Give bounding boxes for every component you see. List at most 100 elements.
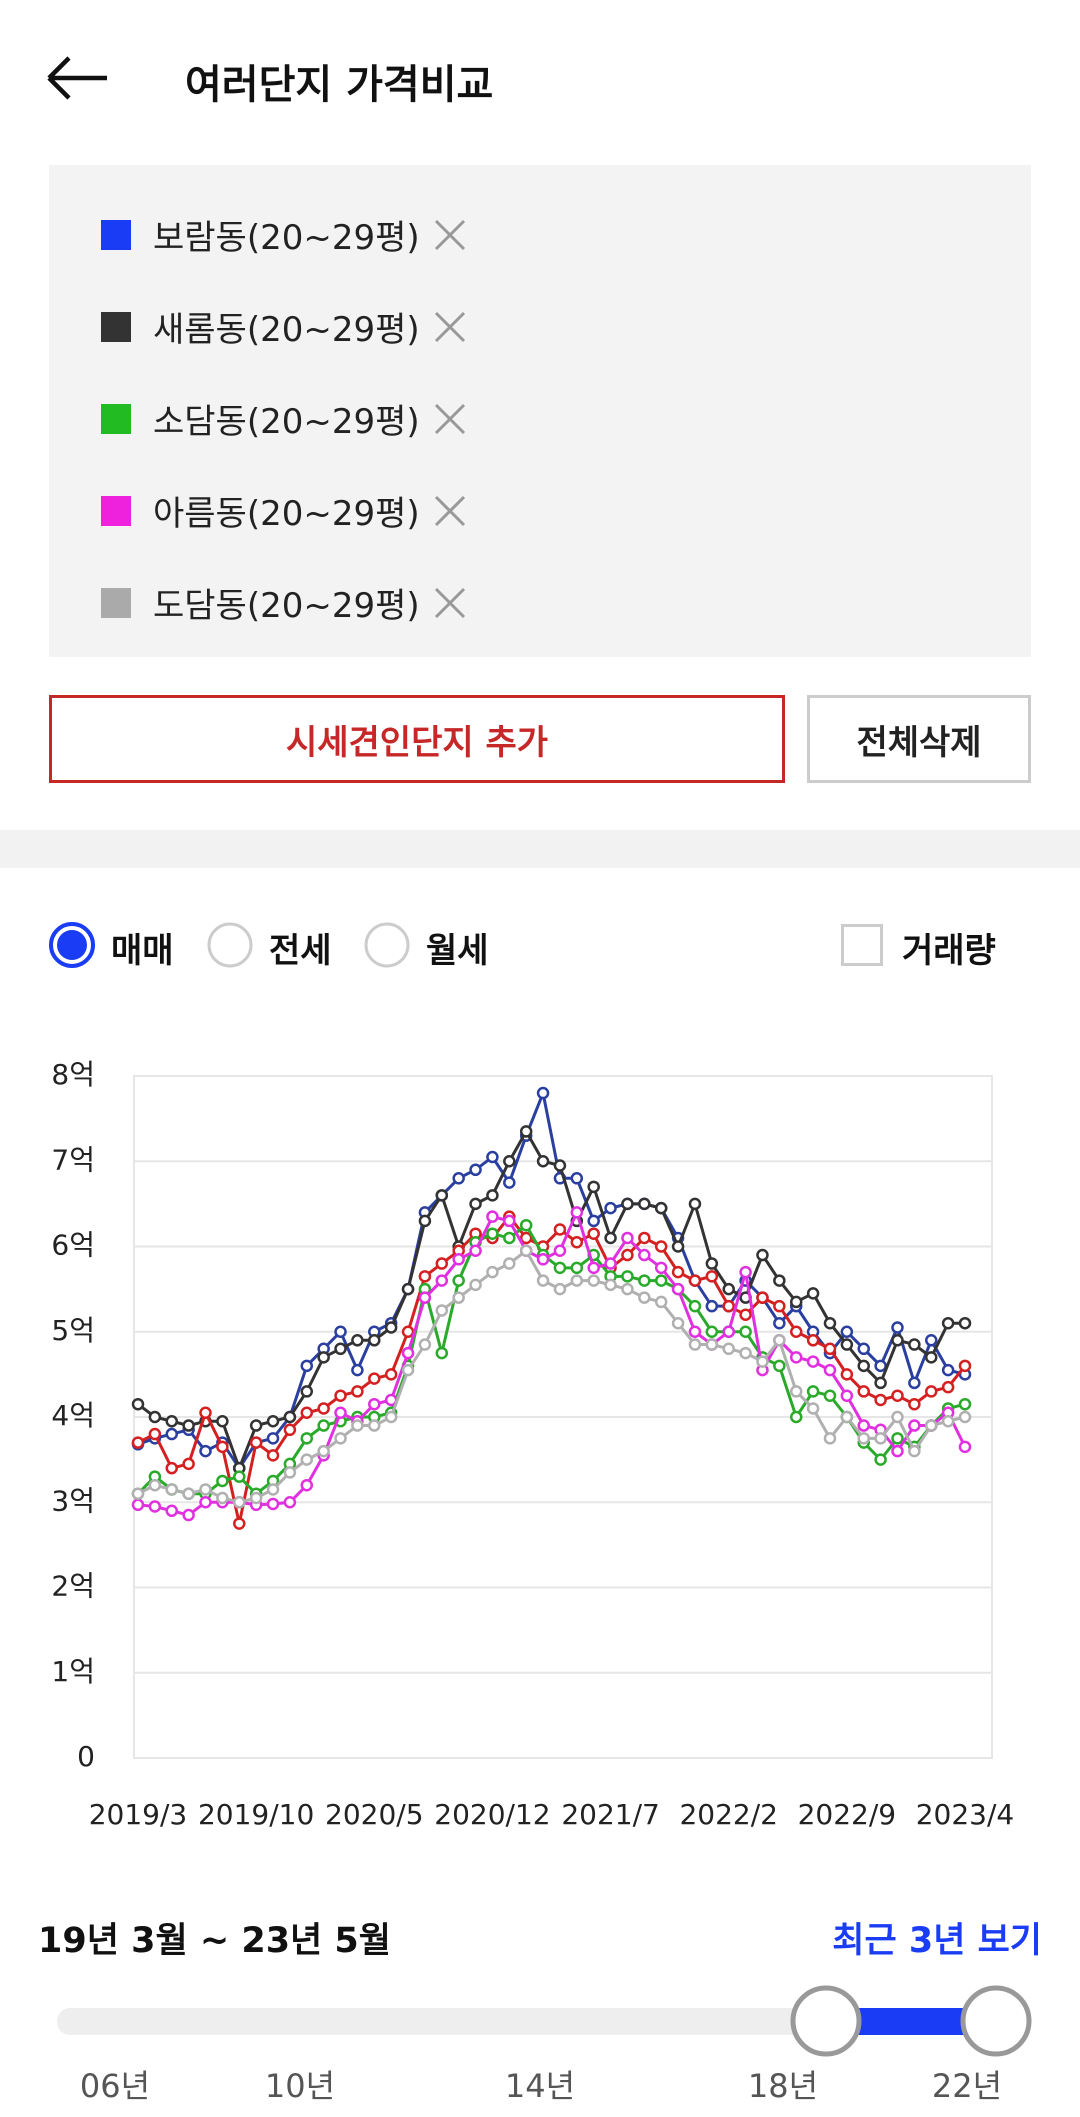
remove-icon[interactable] — [430, 491, 470, 531]
data-point — [604, 1278, 617, 1292]
data-point — [958, 1397, 972, 1411]
radio-label[interactable]: 매매 — [111, 931, 174, 971]
data-point — [216, 1491, 229, 1505]
data-point — [908, 1338, 921, 1351]
x-tick-label: 2022/9 — [798, 1798, 897, 1831]
data-point — [806, 1402, 820, 1415]
data-point — [317, 1402, 330, 1415]
y-tick-label: 8억 — [51, 1058, 95, 1091]
remove-icon[interactable] — [430, 215, 470, 255]
slider-handle[interactable] — [790, 1985, 862, 2057]
data-point — [503, 1257, 516, 1270]
legend-swatch — [101, 587, 131, 618]
data-point — [587, 1274, 600, 1287]
clear-button[interactable]: 전체삭제 — [807, 695, 1031, 783]
data-point — [300, 1453, 314, 1466]
legend-item: 아름동(20~29평) — [101, 486, 470, 535]
radio[interactable] — [362, 920, 412, 970]
data-point — [553, 1282, 567, 1296]
data-point — [587, 1180, 600, 1194]
data-point — [334, 1432, 347, 1445]
data-point — [334, 1389, 347, 1402]
data-point — [131, 1397, 145, 1411]
data-point — [249, 1491, 263, 1505]
data-point — [452, 1291, 465, 1304]
legend-item: 새롬동(20~29평) — [101, 302, 470, 351]
x-tick-label: 2019/10 — [198, 1798, 314, 1831]
back-button[interactable] — [45, 55, 111, 101]
data-point — [621, 1197, 634, 1211]
data-point — [874, 1393, 887, 1407]
recent-button[interactable]: 최근 3년 보기 — [832, 1921, 1042, 1961]
legend-label: 소담동(20~29평) — [153, 402, 420, 442]
x-tick-label: 2020/5 — [325, 1798, 424, 1831]
data-point — [924, 1351, 938, 1364]
data-point — [148, 1478, 162, 1492]
data-point — [604, 1201, 617, 1215]
data-point — [249, 1436, 263, 1449]
data-point — [351, 1419, 364, 1432]
radio-label[interactable]: 전세 — [269, 931, 332, 971]
y-tick-label: 0 — [77, 1740, 95, 1773]
page-title: 여러단지 가격비교 — [185, 62, 494, 108]
data-point — [334, 1325, 347, 1338]
data-point — [587, 1227, 600, 1240]
range-slider[interactable]: 06년 10년 14년 18년 22년 — [0, 1980, 1080, 2117]
data-point — [317, 1444, 330, 1458]
radio[interactable] — [47, 920, 97, 970]
data-point — [401, 1363, 415, 1377]
data-point — [941, 1316, 955, 1330]
data-point — [536, 1155, 550, 1168]
data-point — [874, 1376, 887, 1390]
data-point — [908, 1419, 921, 1432]
legend-box: 보람동(20~29평) 새롬동(20~29평) 소담동(20~29평) 아름동(20~… — [49, 165, 1031, 657]
checkbox[interactable] — [841, 924, 883, 966]
data-point — [924, 1385, 938, 1398]
data-point — [924, 1419, 938, 1432]
data-point — [908, 1397, 921, 1411]
remove-icon[interactable] — [430, 583, 470, 623]
data-point — [739, 1346, 752, 1360]
data-point — [503, 1214, 516, 1228]
radio-ring — [364, 922, 410, 968]
data-point — [874, 1432, 887, 1445]
data-point — [688, 1338, 702, 1351]
data-point — [722, 1282, 735, 1296]
data-point — [840, 1410, 854, 1424]
add-button[interactable]: 시세견인단지 추가 — [49, 695, 785, 783]
data-point — [621, 1270, 634, 1283]
y-tick-label: 4억 — [51, 1399, 95, 1432]
data-point — [756, 1355, 769, 1368]
data-point — [334, 1342, 347, 1356]
data-point — [435, 1346, 449, 1360]
legend-label: 아름동(20~29평) — [153, 494, 420, 534]
slider-track — [57, 2008, 1030, 2035]
legend-label: 보람동(20~29평) — [153, 218, 420, 258]
data-point — [469, 1197, 482, 1211]
radio-label[interactable]: 월세 — [426, 931, 489, 971]
radio[interactable] — [205, 920, 255, 970]
data-point — [131, 1487, 145, 1500]
checkbox-label[interactable]: 거래량 — [902, 931, 996, 971]
data-point — [654, 1295, 668, 1309]
data-point — [131, 1436, 145, 1449]
remove-icon[interactable] — [430, 399, 470, 439]
slider-handle[interactable] — [960, 1985, 1032, 2057]
data-point — [536, 1274, 550, 1287]
remove-icon[interactable] — [430, 307, 470, 347]
data-point — [671, 1282, 685, 1296]
data-point — [503, 1155, 516, 1168]
data-point — [621, 1248, 634, 1262]
data-point — [570, 1261, 584, 1275]
data-point — [266, 1415, 280, 1428]
data-point — [300, 1478, 314, 1492]
slider-tick-label: 14년 — [505, 2067, 575, 2105]
data-point — [874, 1359, 887, 1373]
data-point — [773, 1299, 786, 1313]
remove-icon-shape — [434, 311, 465, 342]
data-point — [435, 1257, 449, 1270]
legend-label: 도담동(20~29평) — [153, 586, 420, 626]
data-point — [958, 1359, 972, 1373]
data-point — [958, 1316, 972, 1330]
data-point — [941, 1363, 955, 1377]
